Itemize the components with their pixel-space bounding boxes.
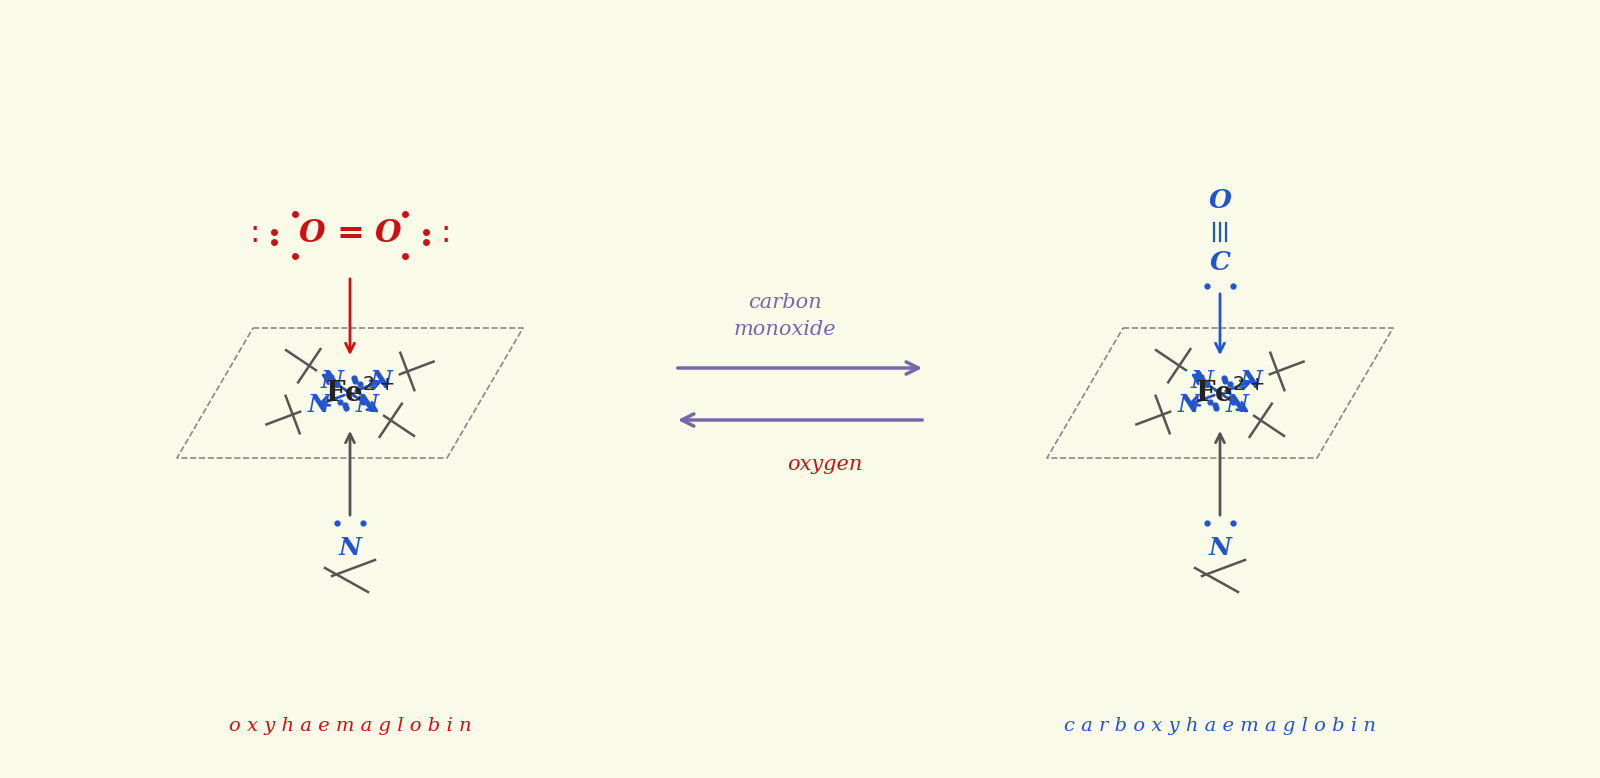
Text: C: C	[1210, 251, 1230, 275]
Text: o x y h a e m a g l o b i n: o x y h a e m a g l o b i n	[229, 717, 472, 735]
Text: N: N	[322, 370, 344, 394]
Text: oxygen: oxygen	[787, 454, 862, 474]
Text: O: O	[1208, 188, 1232, 213]
Text: c a r b o x y h a e m a g l o b i n: c a r b o x y h a e m a g l o b i n	[1064, 717, 1376, 735]
Text: N: N	[1240, 370, 1262, 394]
Text: carbon
monoxide: carbon monoxide	[734, 293, 837, 338]
Text: Fe$^{2+}$: Fe$^{2+}$	[325, 378, 395, 408]
Text: O: O	[299, 219, 325, 250]
Text: N: N	[370, 370, 392, 394]
Text: N: N	[1208, 536, 1232, 560]
Text: N: N	[307, 393, 330, 417]
Text: N: N	[1190, 370, 1214, 394]
Text: Fe$^{2+}$: Fe$^{2+}$	[1195, 378, 1266, 408]
Text: N: N	[1226, 393, 1250, 417]
Text: N: N	[339, 536, 362, 560]
Text: =: =	[336, 218, 363, 251]
Text: :: :	[250, 219, 261, 248]
Text: N: N	[357, 393, 379, 417]
Text: O: O	[374, 219, 402, 250]
Text: :: :	[440, 219, 450, 248]
Text: N: N	[1178, 393, 1200, 417]
